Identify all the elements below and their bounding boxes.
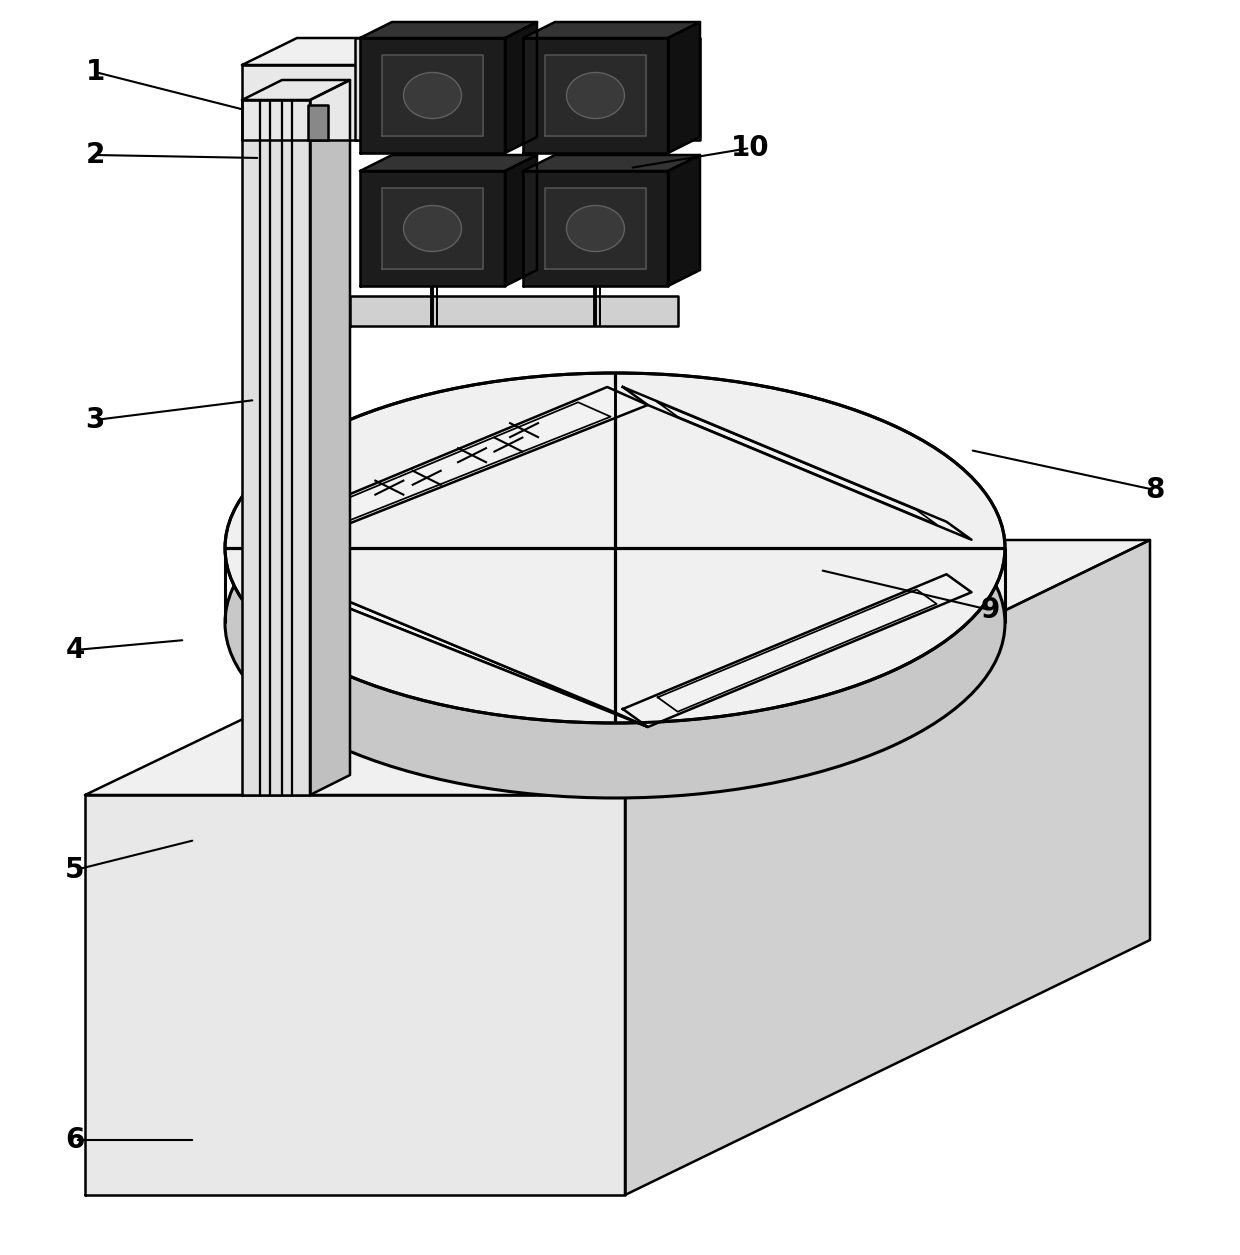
Polygon shape: [284, 387, 647, 540]
Text: 6: 6: [66, 1126, 84, 1155]
Text: 9: 9: [981, 596, 999, 624]
Polygon shape: [668, 156, 701, 286]
Text: 8: 8: [1146, 476, 1164, 505]
Polygon shape: [284, 575, 647, 727]
Polygon shape: [242, 100, 310, 794]
Polygon shape: [622, 575, 971, 727]
Polygon shape: [355, 38, 701, 141]
Polygon shape: [360, 156, 537, 171]
Polygon shape: [523, 23, 701, 38]
Ellipse shape: [567, 73, 625, 118]
Text: 4: 4: [66, 636, 84, 664]
Text: 1: 1: [86, 58, 104, 87]
Polygon shape: [523, 171, 668, 286]
Polygon shape: [308, 105, 329, 141]
Text: 10: 10: [730, 134, 769, 162]
Polygon shape: [382, 55, 484, 136]
Ellipse shape: [403, 206, 461, 251]
Ellipse shape: [224, 373, 1004, 723]
Text: 5: 5: [66, 856, 84, 884]
Polygon shape: [668, 23, 701, 153]
Polygon shape: [360, 23, 537, 38]
Polygon shape: [86, 540, 1149, 794]
Polygon shape: [625, 540, 1149, 1195]
Polygon shape: [360, 171, 505, 286]
Polygon shape: [610, 38, 665, 141]
Ellipse shape: [224, 448, 1004, 798]
Polygon shape: [242, 38, 665, 65]
Polygon shape: [505, 23, 537, 153]
Text: 3: 3: [86, 407, 104, 434]
Polygon shape: [505, 156, 537, 286]
Polygon shape: [622, 387, 971, 540]
Polygon shape: [382, 188, 484, 269]
Ellipse shape: [403, 73, 461, 118]
Polygon shape: [360, 38, 505, 153]
Polygon shape: [86, 794, 625, 1195]
Polygon shape: [523, 156, 701, 171]
Ellipse shape: [567, 206, 625, 251]
Polygon shape: [242, 65, 610, 141]
Polygon shape: [310, 80, 350, 794]
Polygon shape: [350, 296, 678, 326]
Polygon shape: [544, 188, 646, 269]
Text: 2: 2: [86, 141, 104, 169]
Polygon shape: [242, 80, 350, 100]
Polygon shape: [523, 38, 668, 153]
Polygon shape: [544, 55, 646, 136]
